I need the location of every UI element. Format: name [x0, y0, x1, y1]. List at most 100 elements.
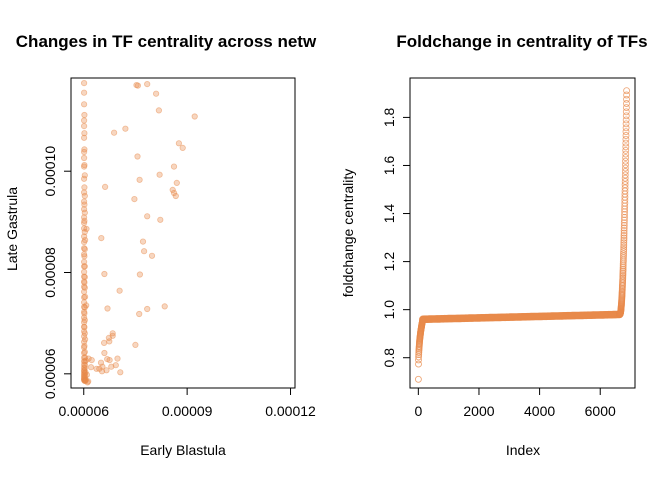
right-y-tick-label: 1.8 — [381, 107, 397, 127]
right-plot-frame — [409, 77, 636, 389]
foldchange-point — [622, 124, 630, 132]
right-y-tick-label: 1.0 — [381, 300, 397, 320]
foldchange-point — [622, 135, 630, 143]
scatter-point — [157, 216, 164, 223]
right-y-tick-label: 1.6 — [381, 156, 397, 176]
scatter-point — [81, 316, 88, 324]
scatter-point — [81, 201, 88, 208]
left-y-tick-label: 0.00010 — [42, 146, 58, 197]
scatter-point — [98, 368, 106, 375]
scatter-point — [122, 125, 129, 132]
foldchange-point — [620, 221, 628, 229]
scatter-point — [112, 362, 119, 369]
scatter-point — [106, 338, 113, 345]
scatter-point — [111, 129, 118, 136]
left-panel: Changes in TF centrality across netw 0.0… — [4, 32, 317, 458]
right-chart-title: Foldchange in centrality of TFs — [396, 32, 647, 51]
scatter-point — [102, 183, 109, 190]
scatter-point — [81, 134, 88, 141]
foldchange-point — [622, 161, 629, 169]
scatter-point — [132, 341, 139, 348]
scatter-point — [148, 252, 156, 259]
scatter-point — [81, 101, 88, 108]
scatter-point — [81, 209, 88, 216]
foldchange-point — [620, 224, 628, 232]
scatter-point — [153, 90, 160, 97]
scatter-point — [139, 238, 147, 245]
right-y-tick-label: 0.8 — [381, 348, 397, 368]
scatter-point — [83, 302, 90, 309]
scatter-point — [83, 225, 90, 232]
scatter-point — [99, 363, 106, 370]
foldchange-point — [620, 250, 627, 258]
foldchange-point — [620, 232, 628, 239]
foldchange-point — [622, 146, 630, 154]
scatter-point — [173, 179, 180, 186]
foldchange-point — [621, 174, 629, 182]
foldchange-point — [620, 219, 628, 227]
scatter-point — [98, 235, 105, 242]
scatter-point — [81, 284, 88, 291]
foldchange-point — [622, 128, 630, 136]
scatter-point — [144, 81, 151, 88]
scatter-point — [81, 273, 88, 281]
scatter-point — [136, 310, 143, 318]
scatter-point — [85, 355, 92, 362]
scatter-point — [81, 89, 88, 96]
scatter-point — [103, 367, 110, 374]
scatter-point — [170, 189, 178, 197]
foldchange-point — [622, 139, 630, 147]
scatter-point — [109, 332, 116, 339]
scatter-point — [81, 192, 88, 200]
scatter-point — [101, 339, 108, 346]
scatter-point — [81, 154, 88, 162]
scatter-point — [81, 324, 88, 331]
scatter-point — [81, 172, 88, 179]
scatter-point — [136, 271, 143, 278]
scatter-point — [144, 305, 151, 313]
scatter-point — [81, 310, 88, 317]
foldchange-point — [622, 132, 630, 139]
scatter-point — [156, 171, 163, 178]
scatter-point — [81, 217, 88, 224]
foldchange-point — [622, 157, 629, 165]
scatter-point — [87, 364, 95, 371]
scatter-point — [161, 303, 168, 310]
foldchange-point — [620, 227, 628, 235]
scatter-point — [108, 363, 115, 370]
foldchange-point — [414, 375, 422, 383]
left-x-tick-label: 0.00012 — [265, 403, 316, 419]
foldchange-point — [622, 104, 630, 112]
foldchange-point — [621, 164, 629, 172]
scatter-point — [81, 117, 88, 124]
foldchange-point — [415, 356, 422, 364]
scatter-point — [134, 153, 141, 160]
scatter-point — [81, 263, 88, 270]
foldchange-point — [622, 108, 630, 116]
foldchange-point — [622, 154, 630, 162]
left-y-axis: 0.00006 0.00008 0.00010 — [42, 146, 72, 399]
left-points — [81, 80, 198, 386]
right-x-tick-label: 0 — [414, 403, 422, 419]
scatter-point — [114, 355, 121, 362]
foldchange-point — [620, 229, 628, 237]
scatter-point — [136, 176, 143, 183]
foldchange-point — [623, 100, 630, 107]
scatter-point — [81, 253, 88, 260]
scatter-point — [82, 336, 89, 343]
scatter-point — [101, 270, 108, 278]
foldchange-point — [621, 181, 629, 189]
foldchange-point — [621, 171, 629, 179]
scatter-point — [81, 80, 88, 87]
left-x-axis: 0.00006 0.00009 0.00012 — [58, 387, 316, 419]
scatter-point — [144, 213, 151, 220]
scatter-point — [169, 186, 176, 193]
scatter-point — [81, 162, 88, 169]
right-panel: Foldchange in centrality of TFs 0 2000 400… — [340, 32, 648, 458]
scatter-point — [81, 330, 88, 337]
scatter-point — [81, 279, 88, 286]
foldchange-point — [622, 143, 630, 151]
foldchange-point — [623, 95, 630, 103]
right-x-tick-label: 2000 — [463, 403, 494, 419]
left-x-axis-label: Early Blastula — [140, 442, 226, 458]
